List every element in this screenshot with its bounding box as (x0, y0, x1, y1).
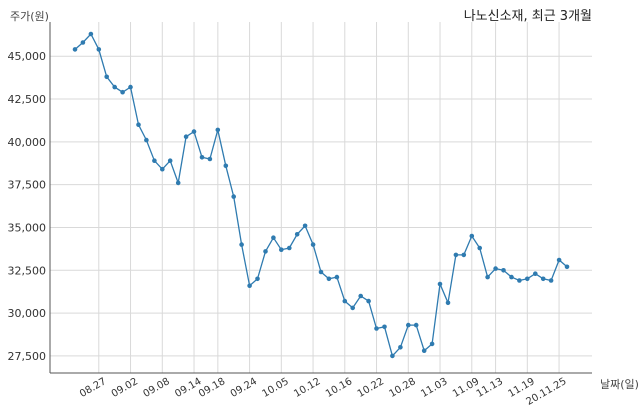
x-tick-label: 11.13 (475, 376, 505, 400)
x-tick-label: 10.05 (261, 376, 291, 400)
price-point (191, 129, 197, 134)
price-point (271, 235, 276, 240)
price-point (215, 127, 221, 133)
price-point (390, 353, 395, 359)
price-point (96, 47, 102, 52)
price-point (350, 305, 356, 311)
y-tick-label: 45,000 (8, 50, 47, 63)
price-point (80, 40, 86, 45)
price-point (231, 194, 236, 199)
price-point (255, 276, 260, 282)
price-point (239, 242, 244, 247)
price-point (167, 158, 173, 163)
price-point (493, 266, 498, 271)
price-point (461, 252, 467, 258)
price-point (564, 264, 570, 270)
price-point (477, 245, 483, 251)
tick-label-layer: 27,500 30,000 32,500 35,000 37,500 40,000 42,5… (8, 50, 569, 408)
price-point (294, 232, 300, 237)
price-point (128, 84, 133, 90)
price-point (501, 268, 506, 273)
price-point (199, 155, 205, 160)
price-point (469, 233, 475, 239)
x-tick-label: 10.28 (387, 376, 417, 400)
price-point (548, 278, 554, 283)
x-axis-label: 날짜(일) (600, 378, 639, 391)
price-point (72, 47, 78, 52)
price-point (144, 137, 149, 143)
price-point (136, 122, 141, 127)
price-point (453, 252, 459, 258)
x-tick-label: 09.08 (141, 376, 171, 400)
price-point (183, 134, 189, 139)
price-point (287, 245, 292, 251)
price-point (445, 300, 451, 306)
price-point (525, 276, 530, 282)
price-point (374, 326, 379, 331)
axis-layer (49, 22, 592, 374)
price-point (279, 247, 284, 252)
price-point (263, 249, 268, 254)
price-point (88, 31, 94, 37)
price-point (326, 276, 332, 282)
price-point (207, 156, 213, 162)
price-point (421, 348, 427, 354)
price-point (517, 278, 522, 283)
price-point (429, 341, 435, 347)
x-tick-label: 08.27 (78, 376, 108, 400)
price-point (160, 166, 165, 172)
y-tick-label: 40,000 (8, 136, 47, 149)
price-point (318, 269, 324, 275)
price-point (104, 74, 109, 80)
x-tick-label: 10.16 (324, 376, 354, 400)
price-point (366, 298, 371, 304)
price-point (556, 257, 562, 263)
x-tick-label: 09.24 (229, 376, 259, 400)
price-point (302, 223, 308, 229)
price-point (509, 274, 514, 280)
price-point (120, 89, 125, 95)
price-point (342, 298, 348, 304)
price-point (358, 293, 364, 299)
y-tick-label: 30,000 (8, 307, 47, 320)
x-tick-label: 10.22 (356, 376, 386, 400)
x-tick-label: 09.18 (197, 376, 227, 400)
price-point (310, 242, 316, 247)
x-tick-label: 09.14 (173, 376, 203, 400)
price-point (406, 322, 411, 328)
price-point (223, 163, 229, 169)
price-point (334, 274, 340, 280)
y-axis-label: 주가(원) (10, 10, 49, 23)
price-point (175, 180, 181, 186)
y-tick-label: 35,000 (8, 221, 47, 234)
x-tick-label: 11.09 (451, 376, 481, 400)
y-tick-label: 42,500 (8, 93, 47, 106)
grid-layer (50, 22, 592, 373)
y-tick-label: 37,500 (8, 179, 47, 192)
x-tick-label: 09.02 (110, 376, 140, 400)
price-point (112, 84, 117, 90)
price-point (413, 322, 419, 328)
chart-title: 나노신소재, 최근 3개월 (463, 9, 592, 24)
x-tick-label: 10.12 (292, 376, 322, 400)
x-tick-label: 11.03 (419, 376, 449, 400)
price-point (152, 158, 157, 163)
price-point (485, 274, 490, 280)
y-tick-label: 27,500 (8, 350, 47, 363)
series-layer (72, 31, 570, 359)
price-point (398, 345, 403, 350)
y-tick-label: 32,500 (8, 264, 47, 277)
price-point (540, 276, 546, 282)
price-point (247, 283, 252, 289)
price-line (74, 32, 568, 358)
price-point (533, 271, 538, 277)
price-point (437, 281, 443, 287)
price-point (382, 324, 387, 330)
